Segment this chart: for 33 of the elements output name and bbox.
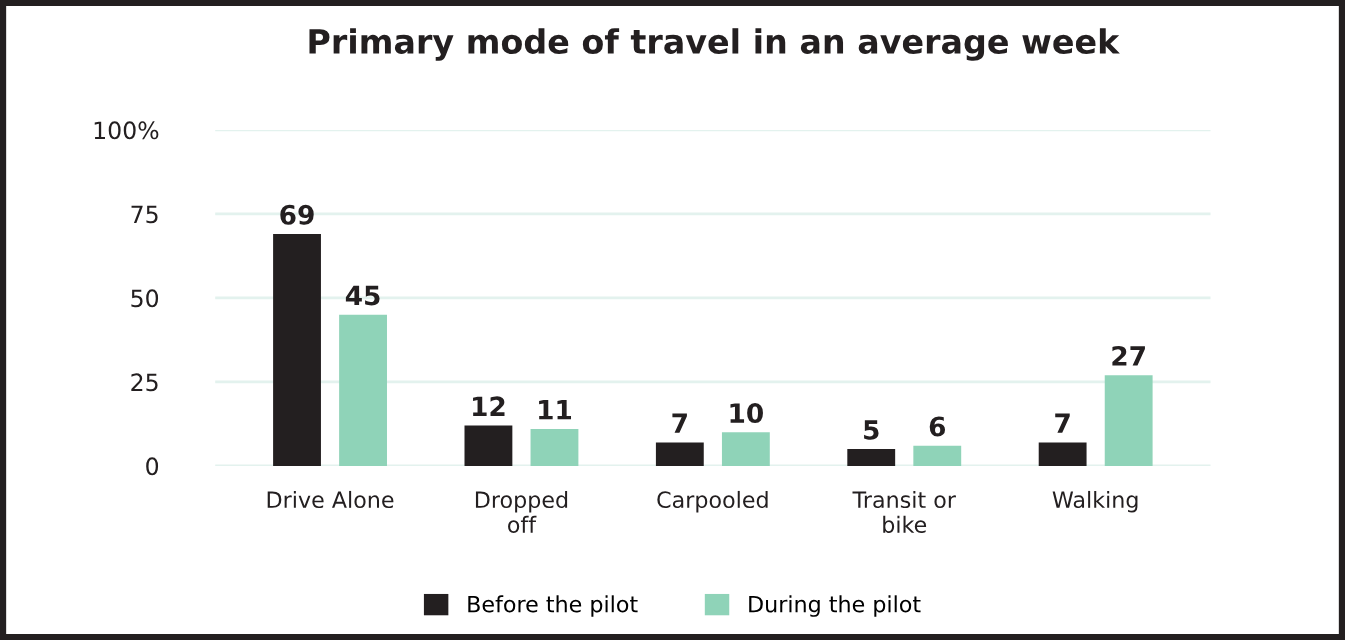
y-tick-label: 25 [131,373,158,392]
y-tick-label: 50 [131,289,159,308]
bar [1038,442,1087,466]
x-tick-label: Drive Alone [267,490,394,509]
legend-label: During the pilot [749,595,921,617]
data-label: 5 [864,420,879,440]
legend-label: Before the pilot [468,595,638,617]
x-tick-label: Dropped off [475,490,568,534]
chart-title: Primary mode of travel in an average week [309,28,1120,61]
bar [847,449,896,466]
bar [273,234,321,466]
data-label: 11 [539,400,572,420]
x-tick-label: Transit or bike [852,490,956,534]
bar [1104,375,1153,466]
bar [339,314,387,466]
y-tick-label: 0 [146,457,159,476]
data-label: 27 [1112,345,1145,366]
y-tick-label: 100% [94,121,159,140]
data-label: 69 [280,204,314,225]
data-label: 45 [345,285,380,306]
data-label: 10 [730,403,763,424]
data-label: 7 [672,413,687,433]
y-tick-label: 75 [131,205,158,224]
bar [913,445,962,466]
x-tick-label: Carpooled [657,490,768,513]
bar [464,425,513,466]
bar [721,432,770,466]
data-label: 6 [929,416,946,437]
data-label: 7 [1055,413,1070,433]
data-label: 12 [473,396,505,416]
bar [655,442,704,466]
x-tick-label: Walking [1052,490,1138,513]
bar [530,428,579,466]
